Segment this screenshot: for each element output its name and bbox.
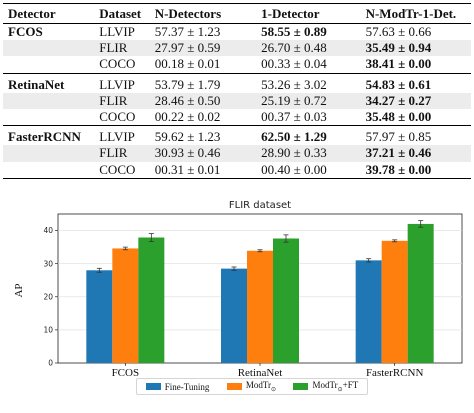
- detector-cell: FasterRCNN: [8, 129, 81, 145]
- n-modtr-cell: 37.21 ± 0.46: [365, 145, 471, 162]
- table-row: FLIR 30.93 ± 0.46 28.90 ± 0.33 37.21 ± 0.46: [3, 145, 471, 162]
- table-row: RetinaNet LLVIP 53.79 ± 1.79 53.26 ± 3.02 54…: [3, 73, 471, 93]
- n-detectors-cell: 00.31 ± 0.01: [154, 161, 262, 179]
- results-table: Detector Dataset N-Detectors 1-Detector …: [3, 3, 471, 179]
- dataset-cell: FLIR: [99, 40, 155, 57]
- legend-label-subscript: ⊙: [271, 386, 277, 393]
- dataset-cell: COCO: [99, 109, 155, 127]
- bar: [381, 240, 408, 363]
- dataset-cell: LLVIP: [99, 129, 135, 145]
- table-row: FasterRCNN LLVIP 59.62 ± 1.23 62.50 ± 1.29 5…: [3, 126, 471, 146]
- detector-cell: FCOS: [8, 24, 43, 39]
- one-detector-cell: 62.50 ± 1.29: [261, 129, 327, 145]
- table-row: FLIR 27.97 ± 0.59 26.70 ± 0.48 35.49 ± 0.94: [3, 40, 471, 57]
- detector-cell: [3, 145, 100, 162]
- n-modtr-cell: 34.27 ± 0.27: [365, 92, 471, 110]
- header-detector: Detector: [3, 3, 100, 24]
- x-tick-label: RetinaNet: [238, 367, 283, 379]
- header-dataset: Dataset: [99, 3, 155, 24]
- table-header-row: Detector Dataset N-Detectors 1-Detector …: [3, 3, 471, 24]
- one-detector-cell: 00.40 ± 0.00: [261, 161, 366, 179]
- detector-cell: RetinaNet: [8, 76, 65, 92]
- bar: [273, 238, 299, 363]
- bar: [138, 237, 165, 363]
- detector-cell: [3, 161, 100, 179]
- n-detectors-cell: 59.62 ± 1.23: [154, 129, 221, 145]
- detector-cell: [3, 109, 100, 127]
- table-row: COCO 00.22 ± 0.02 00.37 ± 0.03 35.48 ± 0.00: [3, 109, 471, 127]
- n-modtr-cell: 35.49 ± 0.94: [365, 40, 471, 57]
- dataset-cell: FLIR: [99, 145, 155, 162]
- chart-legend: Fine-Tuning ModTr⊙ ModTr⊙+FT: [136, 378, 368, 395]
- x-tick-label: FasterRCNN: [366, 367, 424, 379]
- chart-title: FLIR dataset: [229, 200, 291, 211]
- table-row: COCO 00.31 ± 0.01 00.40 ± 0.00 39.78 ± 0.00: [3, 161, 471, 179]
- header-n-modtr: N-ModTr-1-Det.: [365, 3, 471, 24]
- one-detector-cell: 26.70 ± 0.48: [261, 40, 366, 57]
- n-modtr-cell: 54.83 ± 0.61: [365, 76, 432, 92]
- one-detector-cell: 00.37 ± 0.03: [261, 109, 366, 127]
- legend-label-name: Fine-Tuning: [164, 381, 210, 392]
- bar: [221, 268, 247, 363]
- one-detector-cell: 58.55 ± 0.89: [261, 24, 327, 39]
- bar: [86, 270, 113, 363]
- chart-canvas: 0 10 20 30 40 FLIR dataset AP FCOS RetinaNet Fast…: [13, 200, 463, 379]
- legend-label: ModTr⊙+FT: [312, 380, 358, 393]
- table-row: FLIR 28.46 ± 0.50 25.19 ± 0.72 34.27 ± 0.27: [3, 92, 471, 110]
- table-row: FCOS LLVIP 57.37 ± 1.23 58.55 ± 0.89 57.63 ±…: [3, 24, 471, 41]
- one-detector-cell: 28.90 ± 0.33: [261, 145, 366, 162]
- detector-cell: [3, 56, 100, 74]
- y-tick-label: 0: [48, 359, 53, 368]
- n-modtr-cell: 35.48 ± 0.00: [365, 109, 471, 127]
- n-detectors-cell: 30.93 ± 0.46: [154, 145, 262, 162]
- y-tick-label: 20: [43, 292, 53, 301]
- detector-cell: [3, 40, 100, 57]
- y-axis-label: AP: [13, 283, 25, 297]
- legend-label-name: ModTr: [312, 380, 338, 391]
- x-tick-label: FCOS: [112, 367, 140, 379]
- one-detector-cell: 25.19 ± 0.72: [261, 92, 366, 110]
- bar: [112, 248, 139, 363]
- legend-item: ModTr⊙: [226, 380, 276, 393]
- table-row: COCO 00.18 ± 0.01 00.33 ± 0.04 38.41 ± 0.00: [3, 56, 471, 74]
- legend-label-suffix: +FT: [342, 380, 359, 391]
- bar: [355, 260, 382, 363]
- legend-label-name: ModTr: [245, 380, 271, 391]
- one-detector-cell: 00.33 ± 0.04: [261, 56, 366, 74]
- legend-swatch: [226, 382, 242, 390]
- legend-item: Fine-Tuning: [145, 382, 210, 392]
- flir-bar-chart: 0 10 20 30 40 FLIR dataset AP FCOS RetinaNet Fast…: [0, 196, 474, 413]
- legend-label-subscript: ⊙: [337, 386, 343, 393]
- legend-label: Fine-Tuning: [165, 382, 210, 392]
- bar: [247, 250, 273, 363]
- one-detector-cell: 53.26 ± 3.02: [261, 76, 327, 92]
- n-detectors-cell: 00.18 ± 0.01: [154, 56, 262, 74]
- y-tick-label: 40: [43, 226, 53, 235]
- header-n-detectors: N-Detectors: [154, 3, 262, 24]
- n-detectors-cell: 28.46 ± 0.50: [154, 92, 262, 110]
- n-detectors-cell: 57.37 ± 1.23: [154, 24, 221, 39]
- n-modtr-cell: 57.63 ± 0.66: [365, 24, 432, 39]
- legend-item: ModTr⊙+FT: [293, 380, 358, 393]
- legend-swatch: [145, 383, 161, 390]
- y-tick-label: 10: [43, 325, 53, 334]
- y-tick-label: 30: [43, 259, 53, 268]
- header-1-detector: 1-Detector: [261, 3, 366, 24]
- dataset-cell: COCO: [99, 56, 155, 74]
- table-body: FCOS LLVIP 57.37 ± 1.23 58.55 ± 0.89 57.63 ±…: [3, 24, 471, 179]
- dataset-cell: COCO: [99, 161, 155, 179]
- n-modtr-cell: 38.41 ± 0.00: [365, 56, 471, 74]
- n-detectors-cell: 27.97 ± 0.59: [154, 40, 262, 57]
- n-modtr-cell: 57.97 ± 0.85: [365, 129, 432, 145]
- bar: [407, 223, 434, 363]
- dataset-cell: LLVIP: [99, 24, 135, 39]
- dataset-cell: LLVIP: [99, 76, 135, 92]
- n-detectors-cell: 00.22 ± 0.02: [154, 109, 262, 127]
- dataset-cell: FLIR: [99, 92, 155, 110]
- n-detectors-cell: 53.79 ± 1.79: [154, 76, 221, 92]
- legend-label: ModTr⊙: [246, 380, 276, 393]
- n-modtr-cell: 39.78 ± 0.00: [365, 161, 471, 179]
- legend-swatch: [293, 382, 309, 390]
- detector-cell: [3, 92, 100, 110]
